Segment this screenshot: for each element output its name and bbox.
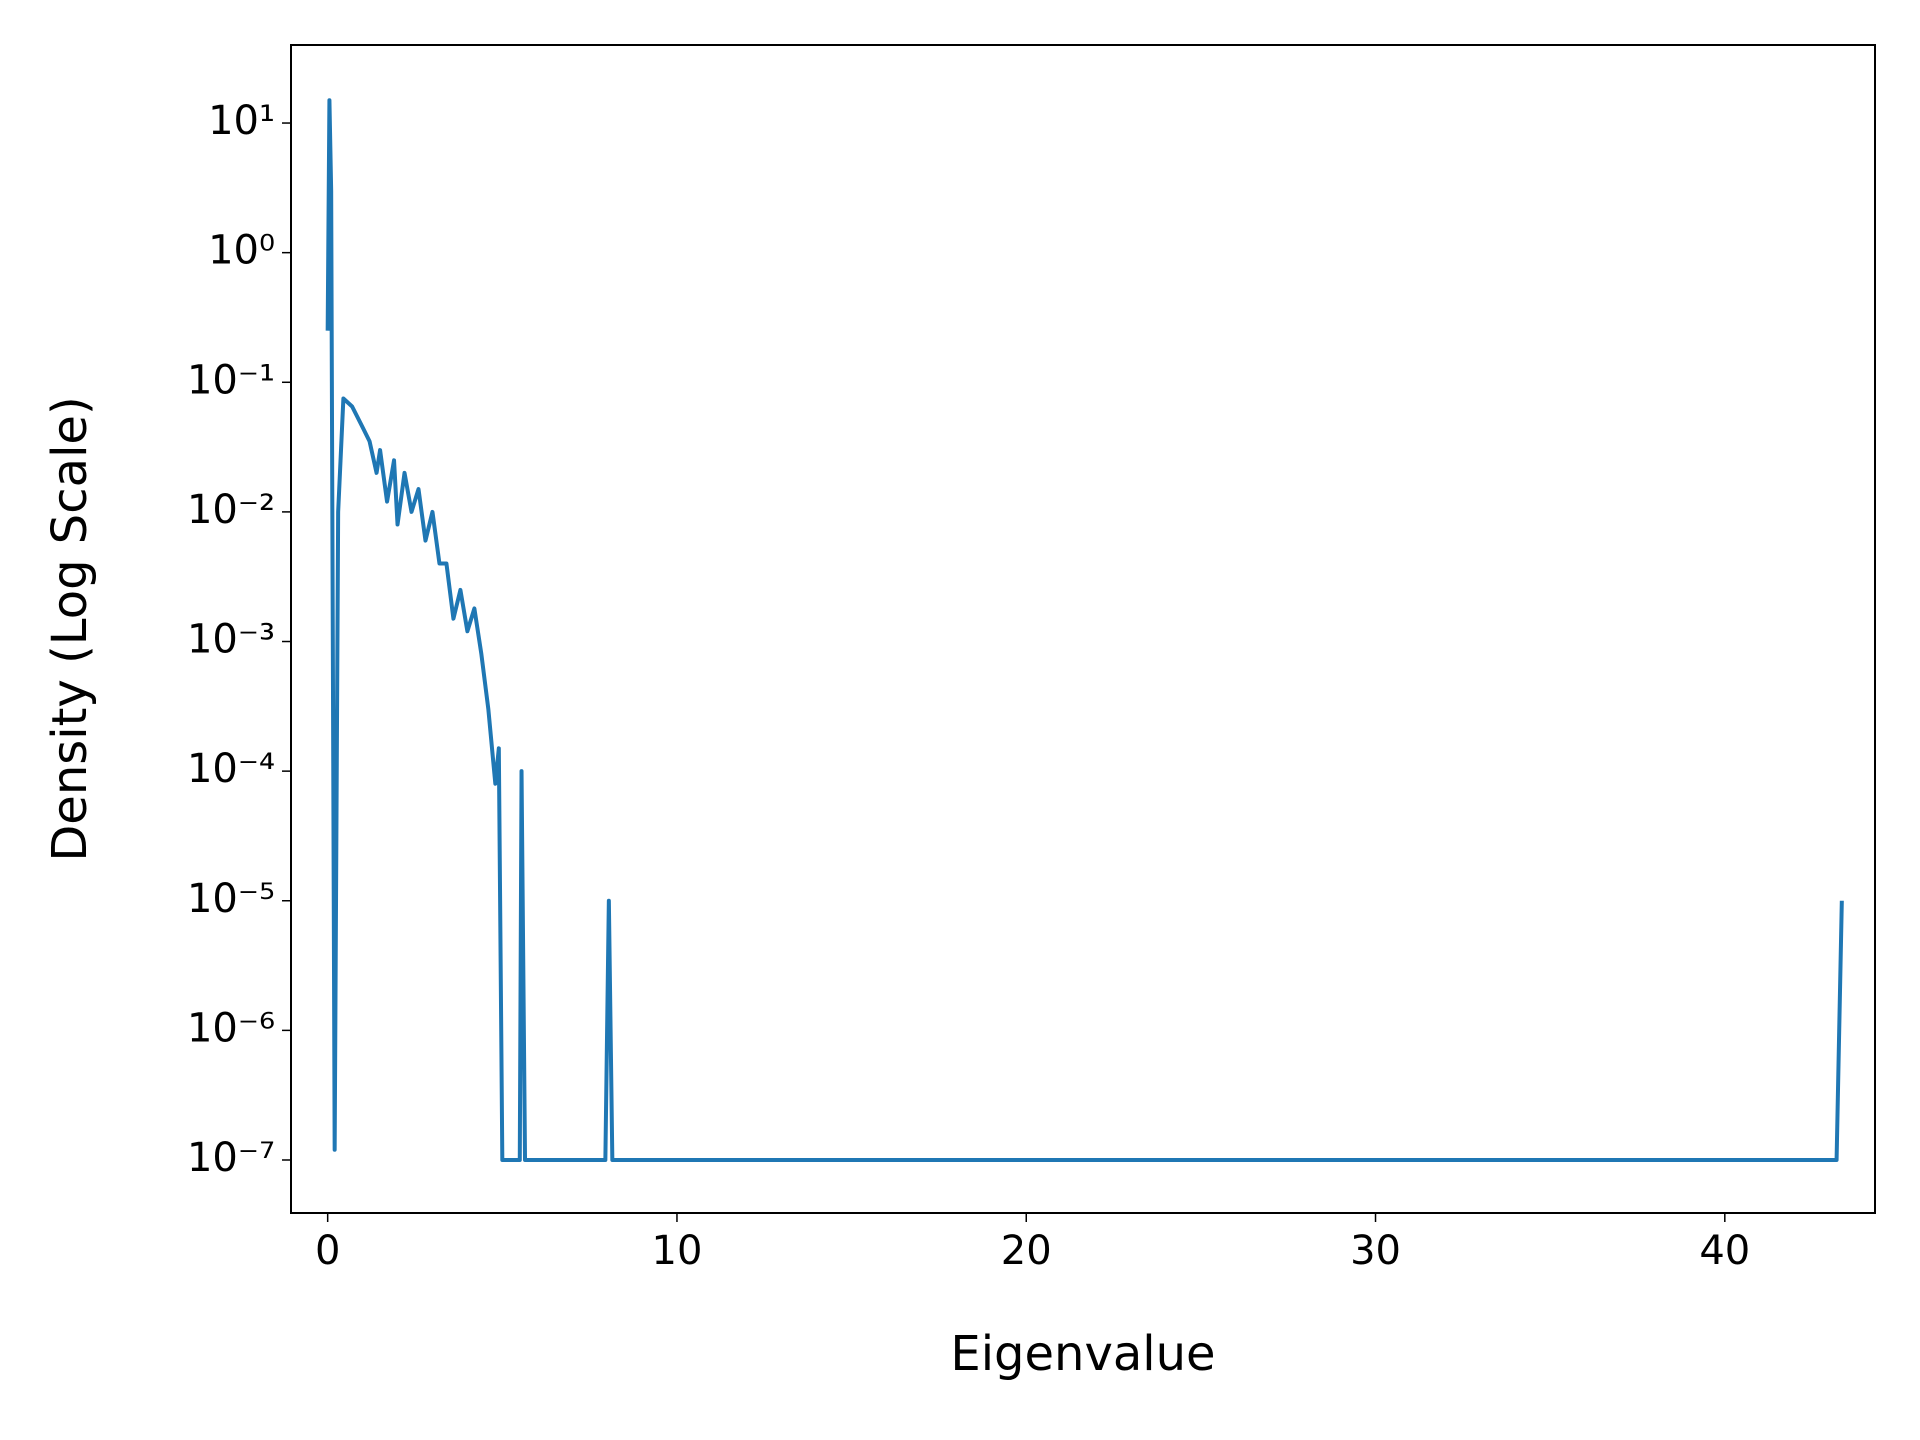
y-tick-label: 10⁻³: [187, 617, 275, 663]
y-tick-label: 10⁻⁵: [187, 876, 275, 922]
x-tick-label: 20: [1001, 1228, 1052, 1274]
y-tick-label: 10⁻⁷: [187, 1135, 275, 1181]
y-axis-label: Density (Log Scale): [42, 396, 98, 861]
x-tick-label: 10: [652, 1228, 703, 1274]
y-tick-label: 10⁻²: [187, 487, 275, 533]
plot-frame: [290, 44, 1876, 1214]
x-tick-label: 40: [1699, 1228, 1750, 1274]
y-tick-label: 10⁻⁶: [187, 1005, 275, 1051]
data-line: [325, 98, 1844, 1162]
x-tick-label: 30: [1350, 1228, 1401, 1274]
y-tick-label: 10¹: [208, 98, 275, 144]
x-tick-label: 0: [315, 1228, 340, 1274]
x-axis-label: Eigenvalue: [950, 1326, 1215, 1382]
y-tick-label: 10⁻⁴: [187, 746, 275, 792]
y-tick-label: 10⁰: [208, 228, 275, 274]
y-tick-label: 10⁻¹: [187, 357, 275, 403]
